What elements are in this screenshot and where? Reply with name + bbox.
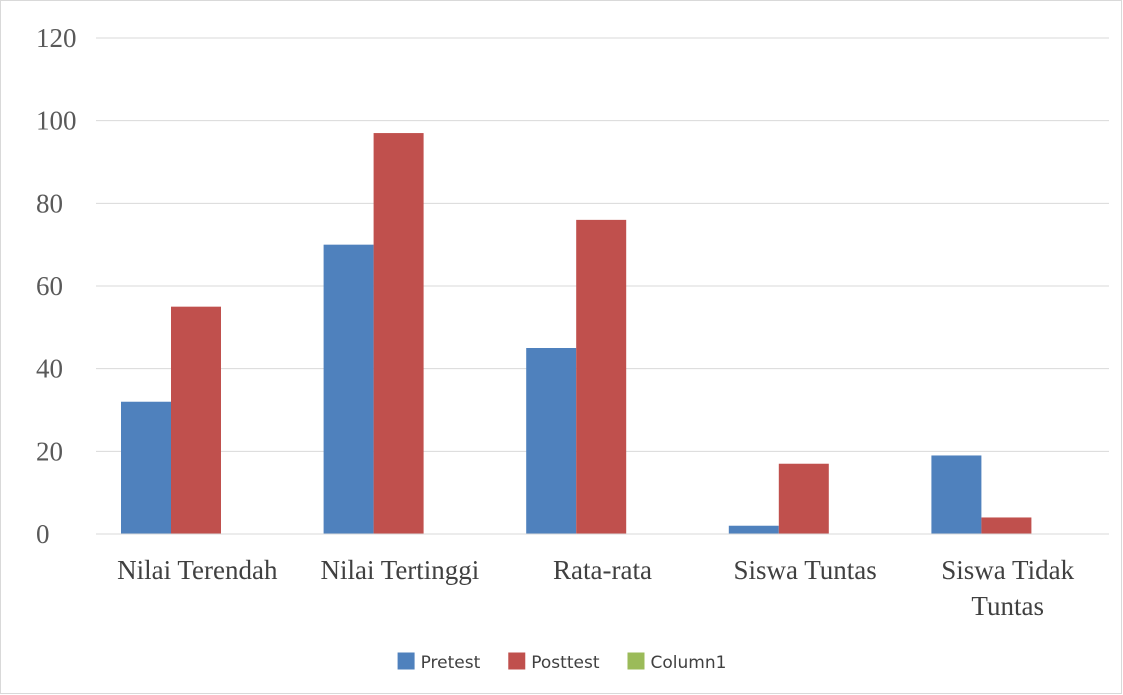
category-label: Rata-rata: [553, 555, 652, 585]
legend-label-column1: Column1: [650, 653, 726, 673]
legend-label-pretest: Pretest: [421, 653, 481, 673]
category-label-line: Siswa Tuntas: [733, 555, 876, 585]
category-label-line: Nilai Terendah: [117, 555, 278, 585]
legend-label-posttest: Posttest: [531, 653, 600, 673]
x-axis-category-labels: Nilai Terendah Nilai Tertinggi Rata-rata Si…: [117, 555, 1074, 621]
category-label-line: Tuntas: [971, 591, 1044, 621]
bars: [121, 133, 1032, 535]
y-tick-label: 120: [36, 23, 77, 53]
y-tick-label: 100: [36, 106, 77, 136]
category-label-line: Siswa Tidak: [941, 555, 1074, 585]
category-label: Siswa Tuntas: [733, 555, 876, 585]
bar-posttest-1: [373, 133, 424, 535]
y-tick-label: 60: [36, 271, 63, 301]
legend-swatch-posttest: [508, 652, 526, 670]
y-axis-ticks: 0 20 40 60 80 100 120: [36, 23, 77, 549]
legend-swatch-column1: [627, 652, 645, 670]
category-label-line: Rata-rata: [553, 555, 652, 585]
legend-swatch-pretest: [397, 652, 415, 670]
category-label: Nilai Tertinggi: [320, 555, 479, 585]
category-label-line: Nilai Tertinggi: [320, 555, 479, 585]
category-label: Siswa Tidak Tuntas: [941, 555, 1074, 621]
y-tick-label: 20: [36, 436, 63, 466]
bar-posttest-3: [778, 463, 829, 534]
bar-pretest-1: [323, 244, 374, 534]
bar-pretest-4: [931, 455, 982, 534]
bar-pretest-3: [728, 525, 779, 534]
y-tick-label: 80: [36, 188, 63, 218]
y-tick-label: 0: [36, 519, 50, 549]
bar-posttest-4: [981, 517, 1032, 534]
category-label: Nilai Terendah: [117, 555, 278, 585]
bar-posttest-2: [576, 219, 627, 534]
legend: Pretest Posttest Column1: [397, 652, 726, 673]
bar-pretest-0: [121, 401, 171, 534]
bar-posttest-0: [171, 306, 221, 534]
bar-pretest-2: [526, 348, 577, 534]
y-tick-label: 40: [36, 354, 63, 384]
